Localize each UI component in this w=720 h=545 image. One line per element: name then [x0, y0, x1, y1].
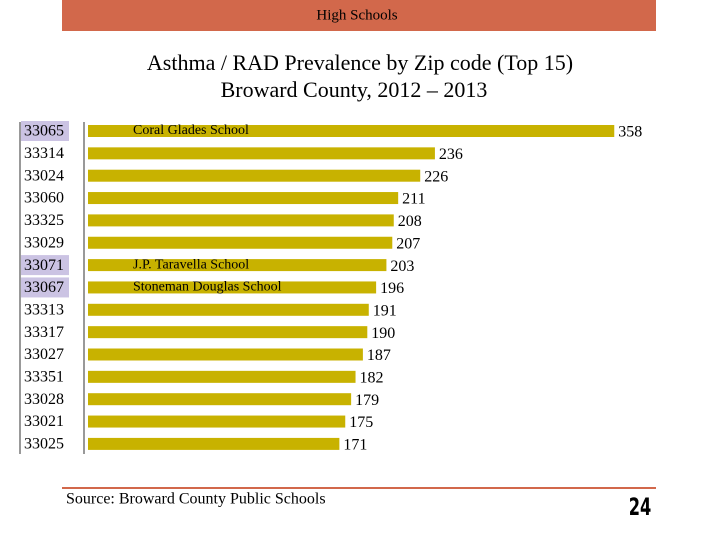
bar [88, 370, 356, 383]
y-tick-label: 33027 [24, 346, 64, 363]
value-label: 358 [618, 124, 642, 141]
bar [88, 303, 369, 316]
highlight [21, 121, 69, 141]
bar [88, 437, 340, 450]
header-bar [62, 0, 656, 31]
bar [88, 214, 394, 227]
y-tick-label: 33025 [24, 436, 64, 453]
value-label: 226 [424, 168, 448, 185]
plot: 33065 358 33314 236 33024 226 33060 211 33325 208… [21, 121, 642, 454]
value-label: 203 [390, 258, 414, 275]
highlight [21, 277, 69, 298]
value-label: 175 [349, 414, 373, 431]
bar [88, 348, 363, 361]
bar [88, 393, 352, 406]
y-tick-label: 33325 [24, 212, 64, 229]
value-label: 236 [439, 146, 463, 163]
value-label: 191 [373, 302, 397, 319]
y-tick-label: 33071 [24, 257, 64, 274]
bar [88, 236, 393, 249]
value-label: 179 [355, 392, 379, 409]
y-tick-label: 33060 [24, 190, 64, 207]
y-tick-label: 33313 [24, 301, 64, 318]
bar [88, 125, 615, 137]
y-tick-label: 33024 [24, 167, 64, 184]
y-tick-label: 33065 [24, 123, 64, 140]
bar [88, 326, 368, 339]
y-tick-label: 33314 [24, 145, 64, 162]
bar [88, 169, 421, 182]
bar [88, 192, 399, 205]
value-label: 171 [343, 437, 367, 454]
value-label: 207 [396, 235, 420, 252]
value-label: 196 [380, 280, 404, 297]
y-tick-label: 33029 [24, 234, 64, 251]
value-label: 211 [402, 191, 425, 208]
value-label: 182 [360, 370, 384, 387]
chart-subtitle: Broward County, 2012 – 2013 [221, 77, 488, 102]
y-tick-label: 33021 [24, 413, 64, 430]
value-label: 208 [398, 213, 422, 230]
source: Source: Broward County Public Schools [66, 491, 326, 508]
bar [88, 281, 377, 294]
y-tick-label: 33028 [24, 391, 64, 408]
bar [88, 147, 435, 160]
annotation: Stoneman Douglas School [133, 280, 282, 295]
highlight [21, 255, 69, 276]
header: High Schools [316, 7, 397, 23]
annotation: Coral Glades School [133, 123, 249, 138]
y-tick-label: 33351 [24, 369, 64, 386]
annotation: J.P. Taravella School [133, 257, 249, 272]
value-label: 190 [371, 325, 395, 342]
y-tick-label: 33317 [24, 324, 64, 341]
chart-title: Asthma / RAD Prevalence by Zip code (Top… [147, 50, 573, 75]
bar [88, 415, 346, 428]
bar [88, 259, 387, 272]
page-number: 24 [629, 493, 652, 521]
value-label: 187 [367, 347, 391, 364]
y-tick-label: 33067 [24, 279, 64, 296]
